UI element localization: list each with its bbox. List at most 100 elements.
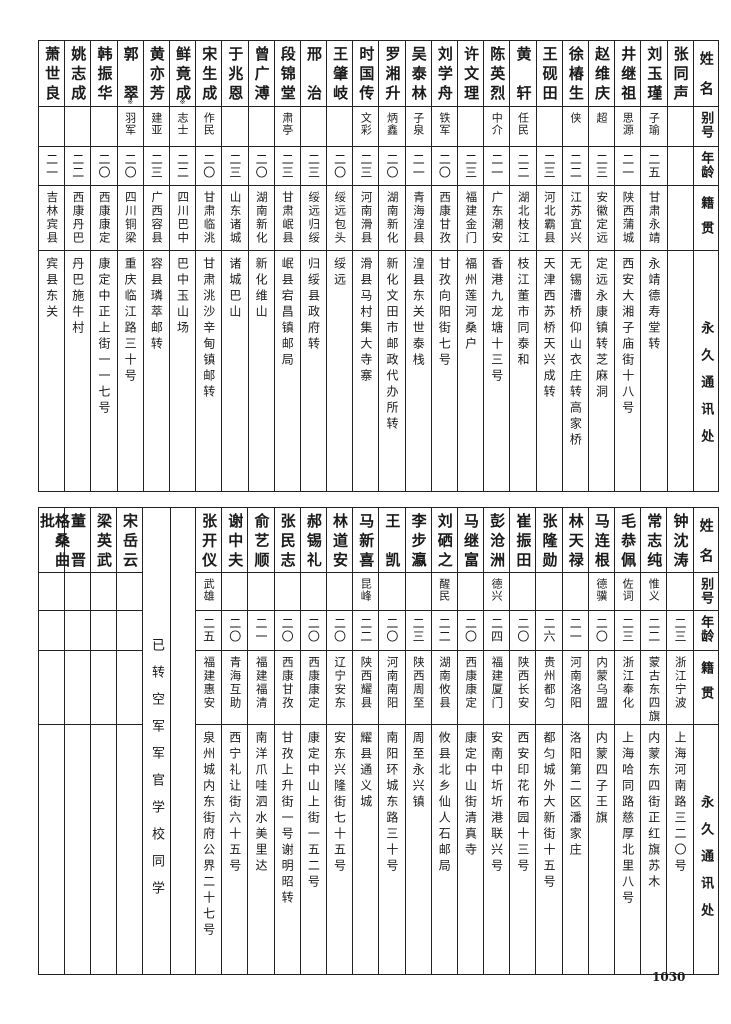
cell-alias [561,572,589,611]
address-text: 康定中山上街一五二号 [306,730,321,891]
cell-name: 郭翠 ※ [116,40,144,107]
address-text: 攸县北乡仙人石邮局 [437,730,452,875]
native-text: 河南南阳 [385,656,400,710]
cell-native: 吉林宾县 [37,185,66,251]
cell-name: 宋生成 [195,40,223,107]
cell-native: 绥远归绥 [299,185,328,251]
alias-text: 羽军 [123,112,137,136]
native-text: 福建厦门 [490,656,505,710]
address-text: 西安大湘子庙街十八号 [620,257,635,417]
name-text: 于兆恩 [226,46,245,100]
name-text: 段锦堂 [278,46,297,100]
cell-native: 绥远包头 [326,185,354,251]
cell-alias: 羽军 [116,106,144,147]
cell-address: 定远永康镇转芝麻洞 [587,250,616,492]
cell-native: 四川铜梁 [116,185,144,251]
cell-native [90,650,117,725]
alias-text: 超 [595,112,609,124]
cell-native: 河北霸县 [535,185,563,251]
cell-name: 马新喜 [352,507,380,573]
native-text: 山东诸城 [228,191,243,245]
age-text: 二三 [227,153,242,179]
cell-age: 二〇 [221,610,249,651]
cell-age: 二〇 [299,610,327,651]
cell-native [116,650,143,725]
cell-name: 黄轩 [509,40,537,107]
cell-native: 西康甘孜 [273,650,301,725]
cell-name: 赵维庆 [587,40,616,107]
cell-name: 崔振田 [509,507,537,573]
alias-text: 炳鑫 [385,112,399,136]
name-text: 张同声 [671,46,690,100]
empty-column [170,507,196,975]
cell-age: 二〇 [195,146,223,186]
native-text: 西康康定 [307,656,322,710]
cell-name: 马连根 [587,507,616,573]
header-alias: 别号 [692,572,719,611]
cell-address: 甘孜向阳街七号 [430,250,459,492]
alias-text: 武雄 [202,578,216,602]
note-mark: ※ [179,98,186,106]
age-text: 二二 [175,153,190,179]
cell-address [90,723,117,975]
cell-native: 辽宁安东 [325,650,354,725]
age-text: 二〇 [254,153,269,179]
cell-address: 巴中玉山场 [168,250,197,492]
native-text: 甘肃岷县 [281,191,296,245]
age-text: 二三 [149,153,164,179]
roster-table-bottom: 姓名 钟沈涛 常志纯 毛恭佩 马连根 林天禄 张隆勋 崔振田 彭沧洲 马继富 刘硒之 李步瀛 王凯 马新喜… [38,507,719,975]
header-label: 籍贯 [698,661,714,701]
cell-native: 西康康定 [90,185,118,251]
cell-name: 俞艺顺 [247,507,275,573]
cell-age: 二五 [194,610,223,651]
native-text: 陕西周至 [411,656,426,710]
cell-native: 西康康定 [456,650,485,725]
cell-address: 洛阳第二区潘家庄 [561,723,589,975]
cell-alias [456,106,485,147]
cell-alias: 子瑜 [640,106,668,147]
header-label: 永久通讯处 [698,321,714,456]
cell-alias: 文彩 [352,106,380,147]
name-text: 马连根 [592,513,611,567]
cell-address: 都匀城外大新街十五号 [535,723,563,975]
native-text: 绥远包头 [333,191,348,245]
address-text: 甘肃洮沙辛甸镇邮转 [201,257,216,401]
cell-alias: 侠 [561,106,589,147]
name-text: 黄轩 [514,46,533,100]
cell-age: 二〇 [587,610,616,651]
cell-native [38,650,65,725]
address-text: 新化维山 [254,257,269,321]
cell-age: 二二 [64,146,92,186]
cell-alias: 思源 [614,106,642,147]
cell-native [64,650,91,725]
alias-text: 肃亭 [280,112,294,136]
cell-native: 浙江奉化 [613,650,642,725]
cell-address: 容县璘萃邮转 [142,250,170,492]
name-text: 姚志成 [69,46,88,100]
cell-age: 二三 [142,146,170,186]
cell-name: 常志纯 [640,507,668,573]
age-text: 二一 [411,153,426,179]
cell-native: 甘肃岷县 [273,185,301,251]
cell-name: 黄亦芳 [142,40,170,107]
native-text: 内蒙乌盟 [595,656,610,710]
cell-native: 蒙古东四旗 [640,650,668,725]
name-text: 韩振华 [95,46,114,100]
row-native: 籍贯 浙江宁波 蒙古东四旗 浙江奉化 内蒙乌盟 河南洛阳 贵州都匀 陕西长安 福建厦门 西康康定湖… [38,650,719,725]
address-text: 无锡漕桥仰山衣庄转高家桥 [568,257,583,449]
cell-address: 永靖德寿堂转 [640,250,668,492]
header-label: 别号 [698,577,714,605]
native-text: 广西容县 [150,191,165,245]
cell-age: 二五 [640,146,668,186]
cell-name: 谢中夫 [221,507,249,573]
cell-age: 二一 [614,146,642,186]
name-text: 王砚田 [540,46,559,100]
cell-name: 吴泰林 [404,40,432,107]
address-text: 枝江董市同泰和 [515,257,530,369]
name-text: 王凯 [383,513,402,567]
cell-alias [299,572,327,611]
cell-alias [64,572,91,611]
cell-address: 甘孜上升街一号谢明昭转 [273,723,301,975]
cell-name: 于兆恩 [221,40,249,107]
cell-age: 二〇 [116,146,144,186]
